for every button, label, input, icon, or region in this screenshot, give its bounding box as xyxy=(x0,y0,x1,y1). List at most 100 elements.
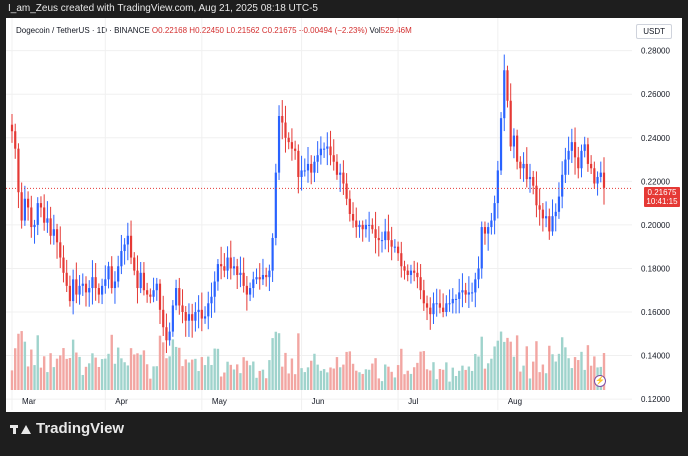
candle-body xyxy=(329,146,332,156)
change-value: −0.00494 (−2.23%) xyxy=(298,26,368,35)
close-value: C0.21675 xyxy=(261,26,297,35)
volume-bar xyxy=(274,331,278,390)
volume-bar xyxy=(560,337,564,390)
candle-body xyxy=(75,279,78,295)
candle-body xyxy=(580,150,583,169)
volume-bar xyxy=(486,363,490,390)
volume-bar xyxy=(229,364,232,390)
candle-body xyxy=(596,176,599,184)
volume-bar xyxy=(184,359,187,390)
candle-body xyxy=(94,277,97,289)
candle-body xyxy=(104,279,107,286)
volume-bar xyxy=(245,360,249,390)
volume-bar xyxy=(580,351,583,390)
candle-body xyxy=(368,224,371,226)
volume-bar xyxy=(416,362,419,390)
candle-body xyxy=(535,185,538,206)
candle-body xyxy=(23,198,26,221)
candle-body xyxy=(519,161,522,169)
currency-button[interactable]: USDT xyxy=(636,24,672,39)
volume-bar xyxy=(303,372,306,390)
volume-bar xyxy=(142,350,146,390)
last-price-value: 0.21675 xyxy=(647,188,677,197)
candle-body xyxy=(544,216,548,219)
watermark-header: I_am_Zeus created with TradingView.com, … xyxy=(0,0,688,18)
candle-body xyxy=(538,205,541,210)
candle-body xyxy=(49,218,52,236)
lightning-icon[interactable]: ⚡ xyxy=(594,375,606,387)
volume-bar xyxy=(528,378,532,390)
candle-body xyxy=(287,137,290,143)
candle-body xyxy=(174,288,178,306)
candle-body xyxy=(583,144,586,151)
volume-bar xyxy=(181,366,184,390)
volume-bar xyxy=(203,365,207,390)
candle-body xyxy=(390,240,393,247)
volume-bar xyxy=(338,367,342,390)
x-tick-label: Aug xyxy=(508,397,522,406)
candle-body xyxy=(184,312,187,321)
volume-bar xyxy=(39,367,43,390)
candle-body xyxy=(416,272,419,278)
candle-body xyxy=(277,116,281,173)
volume-bar xyxy=(380,381,384,390)
candle-body xyxy=(448,303,451,305)
volume-bar xyxy=(255,377,258,390)
volume-bar xyxy=(65,358,68,390)
candle-body xyxy=(345,183,348,199)
candle-body xyxy=(146,290,149,295)
volume-bar xyxy=(287,373,290,390)
candle-body xyxy=(33,224,36,228)
volume-bar xyxy=(197,371,200,390)
candle-body xyxy=(590,163,593,169)
volume-bar xyxy=(174,346,178,390)
candle-body xyxy=(339,172,342,175)
volume-bar xyxy=(200,357,204,390)
candle-body xyxy=(413,270,416,273)
volume-bar xyxy=(538,372,541,390)
candle-body xyxy=(294,148,297,151)
candle-body xyxy=(483,227,487,234)
candle-body xyxy=(435,303,438,305)
volume-bar xyxy=(129,348,133,390)
volume-bar xyxy=(551,354,554,390)
volume-bar xyxy=(557,353,561,390)
candle-body xyxy=(409,270,413,275)
y-tick-label: 0.28000 xyxy=(641,47,670,56)
volume-bar xyxy=(88,363,91,390)
x-tick-label: Jul xyxy=(408,397,418,406)
volume-bar xyxy=(310,360,313,390)
volume-bar xyxy=(300,368,303,390)
y-tick-label: 0.26000 xyxy=(641,90,670,99)
volume-bar xyxy=(10,370,14,390)
candle-body xyxy=(480,227,483,269)
y-tick-label: 0.16000 xyxy=(641,308,670,317)
chart-panel[interactable]: Dogecoin / TetherUS · 1D · BINANCE O0.22… xyxy=(6,18,682,412)
volume-bar xyxy=(470,370,474,390)
volume-bar xyxy=(567,358,570,390)
volume-bar xyxy=(75,352,78,390)
candle-body xyxy=(65,272,68,286)
candle-body xyxy=(371,224,374,230)
volume-bar xyxy=(149,378,152,390)
candle-body xyxy=(429,307,432,315)
volume-bar xyxy=(42,356,46,390)
volume-bar xyxy=(187,362,191,390)
volume-bar xyxy=(361,373,364,390)
candle-body xyxy=(117,266,120,282)
volume-bar xyxy=(355,370,358,390)
candle-body xyxy=(84,283,88,293)
candle-body xyxy=(162,309,165,328)
volume-bar xyxy=(467,366,471,390)
candle-body xyxy=(62,257,65,273)
candle-body xyxy=(126,235,129,245)
candle-body xyxy=(223,266,226,271)
volume-bar xyxy=(284,352,287,390)
candle-body xyxy=(178,288,181,306)
candle-body xyxy=(220,264,223,267)
candle-body xyxy=(577,157,580,169)
x-tick-label: Apr xyxy=(115,397,128,406)
candle-body xyxy=(171,305,174,332)
volume-bar xyxy=(123,362,126,390)
